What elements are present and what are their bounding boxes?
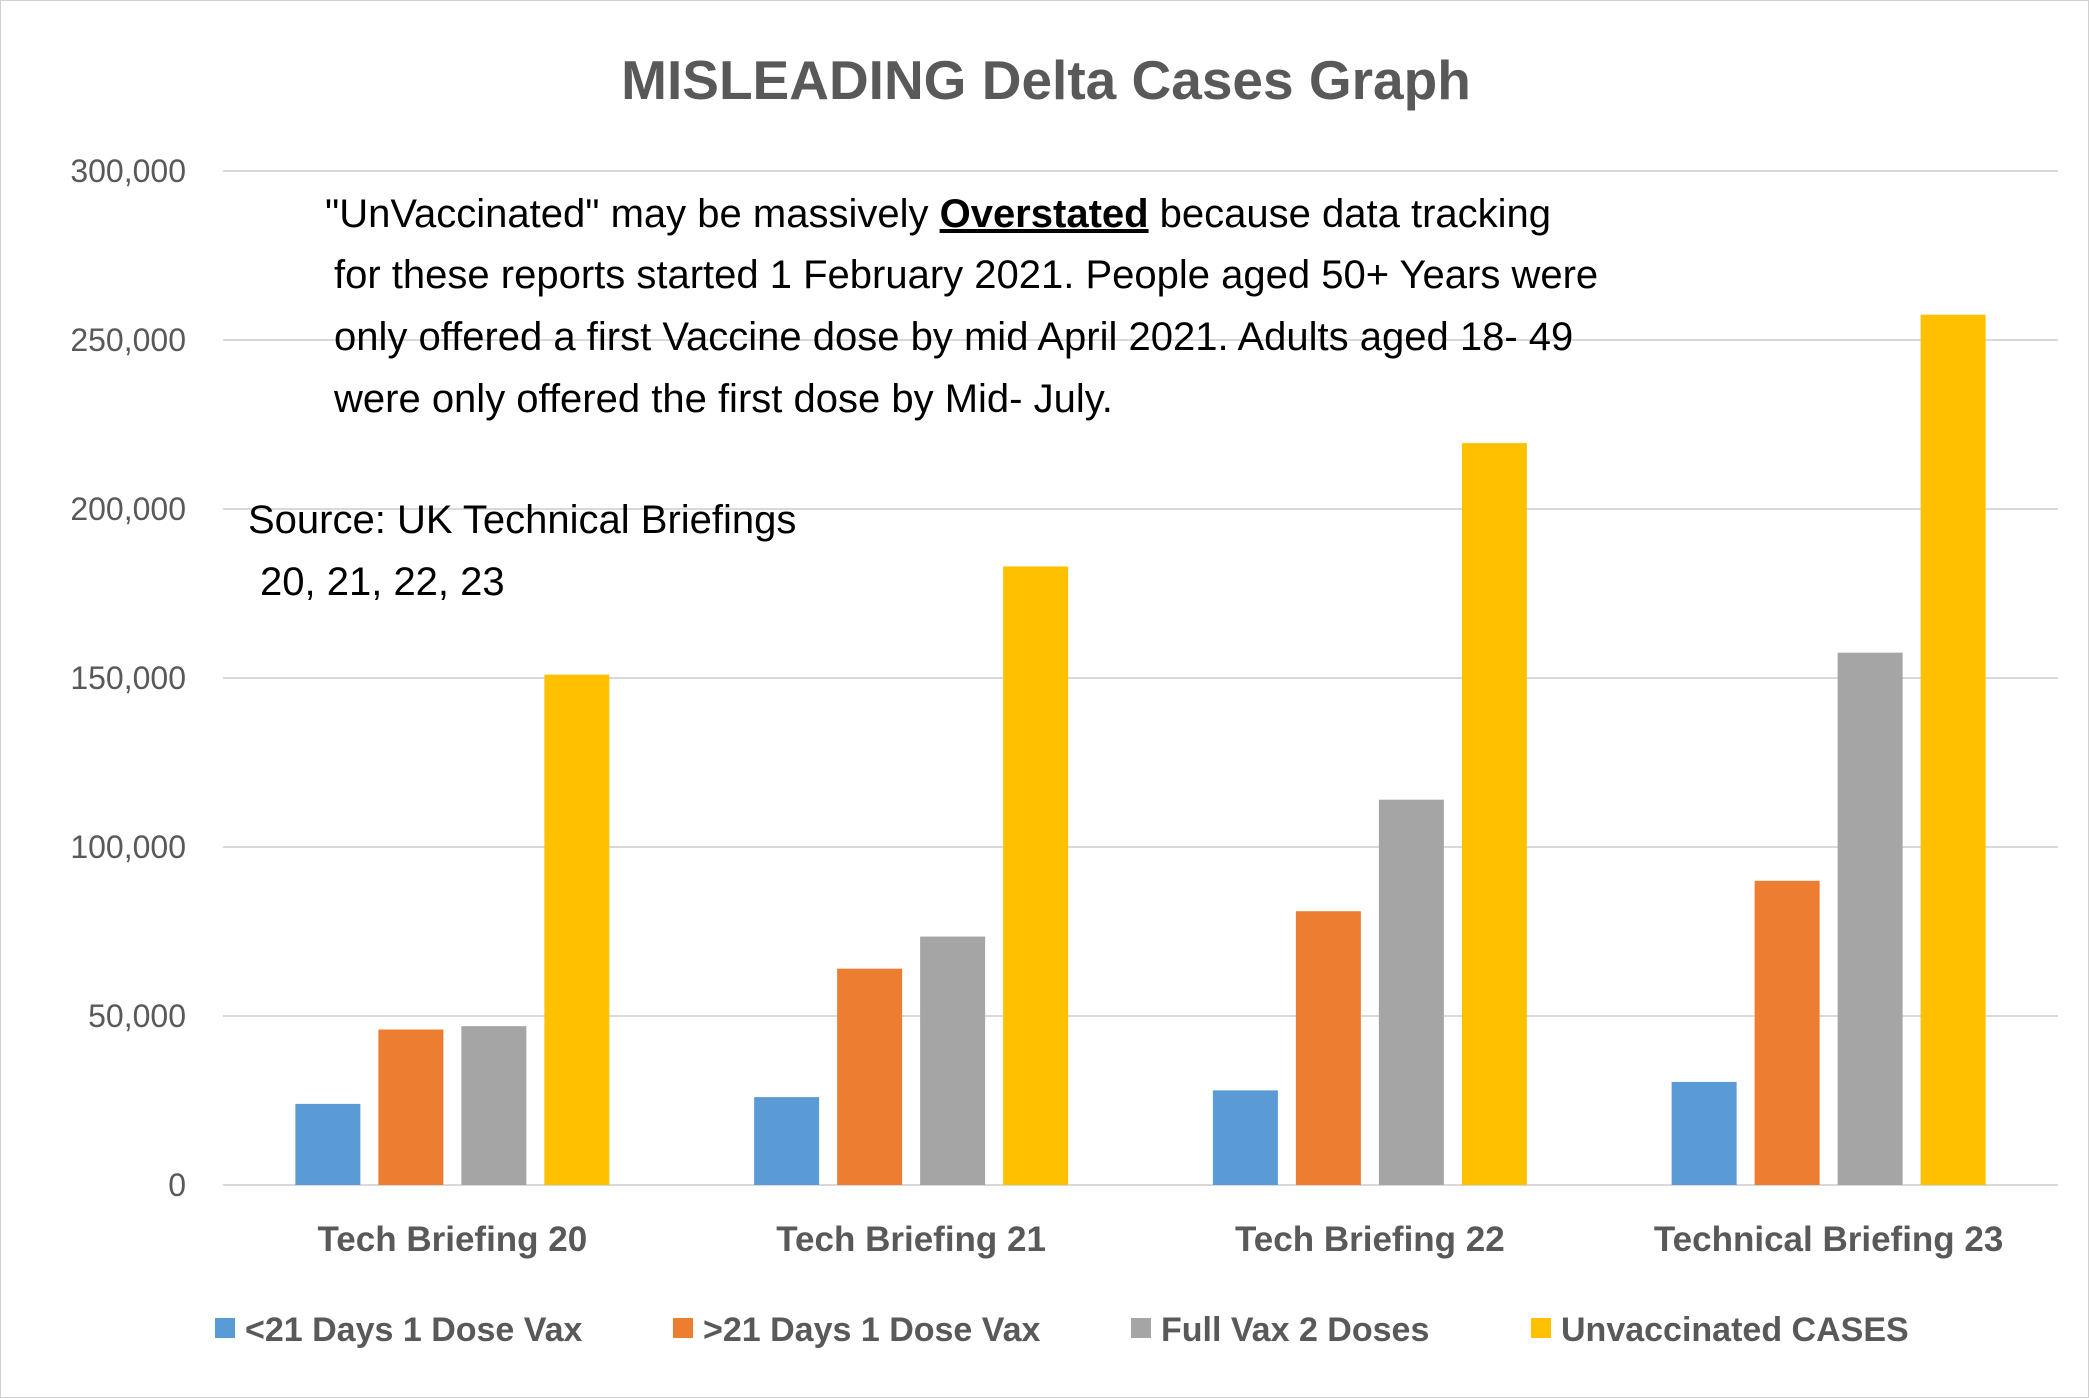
y-tick-label: 50,000 [88,998,186,1034]
overstated-note: "UnVaccinated" may be massively Overstat… [325,192,1598,421]
legend-swatch [1131,1318,1151,1338]
bar [837,968,903,1185]
y-tick-label: 300,000 [70,153,186,189]
bar [1754,880,1820,1185]
bar [1671,1081,1737,1185]
note-line: only offered a first Vaccine dose by mid… [334,315,1573,359]
y-tick-label: 0 [168,1167,186,1203]
y-tick-label: 250,000 [70,322,186,358]
legend-swatch [673,1318,693,1338]
legend-swatch [1531,1318,1551,1338]
bar [1295,911,1361,1185]
source-note: Source: UK Technical Briefings 20, 21, 22… [248,498,796,604]
bar [295,1103,361,1185]
bar-series [295,314,1986,1186]
bar [1212,1090,1278,1185]
bar [754,1097,820,1185]
x-tick-label: Tech Briefing 20 [318,1220,588,1259]
bar [1378,799,1444,1185]
legend-label: <21 Days 1 Dose Vax [245,1311,583,1349]
bar [1920,314,1986,1185]
bar [920,936,986,1185]
y-tick-label: 150,000 [70,660,186,696]
bar [1837,652,1903,1185]
y-tick-label: 100,000 [70,829,186,865]
source-line: 20, 21, 22, 23 [260,560,505,604]
legend-label: Unvaccinated CASES [1561,1311,1909,1349]
bar [1461,443,1527,1186]
legend-label: >21 Days 1 Dose Vax [703,1311,1041,1349]
gridlines [223,170,2058,1186]
source-line: Source: UK Technical Briefings [248,498,796,542]
legend-label: Full Vax 2 Doses [1161,1311,1429,1349]
x-tick-label: Tech Briefing 21 [776,1220,1046,1259]
bar [378,1029,444,1185]
bar [544,674,610,1185]
y-axis-ticks: 0 50,000 100,000 150,000 200,000 250,000 300,0… [70,153,186,1203]
bar [1003,566,1069,1185]
legend-swatch [215,1318,235,1338]
note-line: were only offered the first dose by Mid-… [333,377,1113,421]
y-tick-label: 200,000 [70,491,186,527]
x-tick-label: Technical Briefing 23 [1654,1220,2003,1259]
x-tick-label: Tech Briefing 22 [1235,1220,1505,1259]
x-axis-ticks: Tech Briefing 20 Tech Briefing 21 Tech Bri… [318,1220,2004,1259]
chart-title: MISLEADING Delta Cases Graph [621,49,1471,111]
legend: <21 Days 1 Dose Vax >21 Days 1 Dose Vax Fu… [215,1311,1909,1349]
note-line: "UnVaccinated" may be massively Overstat… [325,192,1551,236]
note-line: for these reports started 1 February 202… [334,253,1598,297]
bar [461,1026,527,1185]
